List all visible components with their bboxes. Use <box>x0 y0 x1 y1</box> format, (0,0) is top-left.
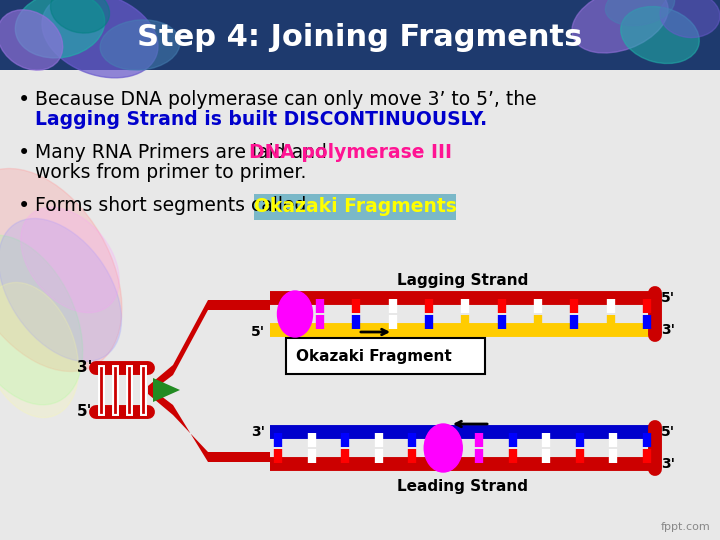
Text: •: • <box>18 90 30 110</box>
Text: Leading Strand: Leading Strand <box>397 478 528 494</box>
Ellipse shape <box>277 291 312 337</box>
Ellipse shape <box>21 207 120 313</box>
Text: 5': 5' <box>661 291 675 305</box>
Ellipse shape <box>50 0 109 33</box>
Text: Many RNA Primers are laid and: Many RNA Primers are laid and <box>35 143 333 162</box>
Bar <box>0 70 720 540</box>
Text: 3': 3' <box>661 457 675 471</box>
Ellipse shape <box>621 6 699 64</box>
Ellipse shape <box>0 282 78 417</box>
FancyBboxPatch shape <box>286 338 485 374</box>
Ellipse shape <box>42 0 158 78</box>
Text: Okazaki Fragments: Okazaki Fragments <box>253 198 456 217</box>
Text: 3': 3' <box>76 361 92 375</box>
Text: 3': 3' <box>251 425 265 439</box>
Text: 5': 5' <box>76 404 92 420</box>
Text: DNA polymerase III: DNA polymerase III <box>249 143 452 162</box>
Ellipse shape <box>15 0 104 58</box>
Text: works from primer to primer.: works from primer to primer. <box>35 163 307 182</box>
Ellipse shape <box>572 0 668 53</box>
Text: 5': 5' <box>251 325 265 339</box>
Text: •: • <box>18 143 30 163</box>
Text: Lagging Strand is built DISCONTINUOUSLY.: Lagging Strand is built DISCONTINUOUSLY. <box>35 110 487 129</box>
Ellipse shape <box>0 219 122 362</box>
Ellipse shape <box>0 168 122 372</box>
Text: Forms short segments called: Forms short segments called <box>35 196 312 215</box>
FancyBboxPatch shape <box>254 194 456 220</box>
Polygon shape <box>153 378 180 402</box>
Text: 3': 3' <box>661 323 675 337</box>
Ellipse shape <box>100 20 180 70</box>
Ellipse shape <box>0 235 83 405</box>
Ellipse shape <box>0 10 63 70</box>
Polygon shape <box>148 300 270 394</box>
Ellipse shape <box>606 0 675 25</box>
Bar <box>0 0 720 70</box>
Text: Step 4: Joining Fragments: Step 4: Joining Fragments <box>138 24 582 52</box>
Text: Because DNA polymerase can only move 3’ to 5’, the: Because DNA polymerase can only move 3’ … <box>35 90 536 109</box>
Ellipse shape <box>424 424 462 472</box>
Text: Okazaki Fragment: Okazaki Fragment <box>296 348 451 363</box>
Ellipse shape <box>660 0 720 38</box>
Polygon shape <box>148 386 270 462</box>
Text: 5': 5' <box>661 425 675 439</box>
Text: fppt.com: fppt.com <box>660 522 710 532</box>
Text: •: • <box>18 196 30 216</box>
Text: Lagging Strand: Lagging Strand <box>397 273 528 287</box>
